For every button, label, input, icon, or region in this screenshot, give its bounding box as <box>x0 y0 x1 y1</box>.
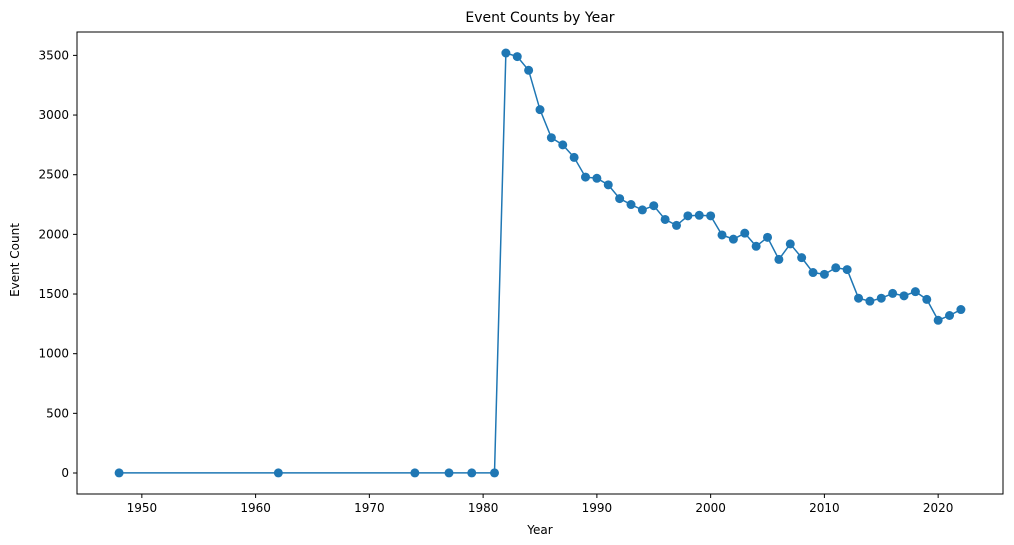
data-point <box>410 468 420 478</box>
x-tick-label: 1950 <box>127 501 158 515</box>
data-point <box>819 269 829 279</box>
x-tick-label: 1990 <box>582 501 613 515</box>
data-point <box>592 173 602 183</box>
data-point <box>763 232 773 242</box>
x-tick-label: 1980 <box>468 501 499 515</box>
data-point <box>569 152 579 162</box>
y-tick-label: 2500 <box>38 168 69 182</box>
y-tick-label: 1000 <box>38 347 69 361</box>
data-point <box>910 287 920 297</box>
y-axis-ticks: 0 500 1000 1500 2000 2500 3000 3500 <box>38 48 77 480</box>
data-point <box>922 294 932 304</box>
plot-area: 1950 1960 1970 1980 1990 2000 2010 2020 0 500 100… <box>38 31 1004 515</box>
data-point <box>512 52 522 62</box>
data-point <box>706 211 716 221</box>
chart-title: Event Counts by Year <box>465 10 614 26</box>
data-point <box>740 228 750 238</box>
data-point <box>842 265 852 275</box>
series-group <box>114 48 966 478</box>
plot-frame <box>76 31 1004 495</box>
data-point <box>854 293 864 303</box>
data-point <box>535 105 545 115</box>
data-point <box>797 253 807 263</box>
data-point <box>717 230 727 240</box>
x-tick-label: 1960 <box>240 501 271 515</box>
data-point <box>751 241 761 251</box>
y-axis-label: Event Count <box>8 223 22 297</box>
data-point <box>524 65 534 75</box>
data-point <box>626 200 636 210</box>
x-axis-label: Year <box>526 523 552 537</box>
y-tick-label: 500 <box>46 406 69 420</box>
y-tick-label: 0 <box>61 466 69 480</box>
data-point <box>876 293 886 303</box>
x-tick-label: 2000 <box>695 501 726 515</box>
data-point <box>774 254 784 264</box>
data-point <box>933 315 943 325</box>
data-point <box>899 291 909 301</box>
data-point <box>683 211 693 221</box>
data-point <box>273 468 283 478</box>
data-point <box>546 133 556 143</box>
data-point <box>672 220 682 230</box>
data-point <box>489 468 499 478</box>
data-point <box>444 468 454 478</box>
data-point <box>728 234 738 244</box>
data-point <box>467 468 477 478</box>
y-tick-label: 2000 <box>38 227 69 241</box>
data-point <box>649 201 659 211</box>
data-point <box>865 296 875 306</box>
data-point <box>615 194 625 204</box>
data-point <box>660 214 670 224</box>
x-tick-label: 2020 <box>923 501 954 515</box>
data-point <box>888 288 898 298</box>
data-point <box>694 210 704 220</box>
data-point <box>637 205 647 215</box>
data-point <box>831 263 841 273</box>
x-tick-label: 1970 <box>354 501 385 515</box>
data-point <box>956 305 966 315</box>
x-axis-ticks: 1950 1960 1970 1980 1990 2000 2010 2020 <box>127 494 954 515</box>
y-tick-label: 1500 <box>38 287 69 301</box>
data-point <box>603 180 613 190</box>
data-point <box>808 268 818 278</box>
data-point <box>785 239 795 249</box>
y-tick-label: 3000 <box>38 108 69 122</box>
data-point <box>581 172 591 182</box>
data-point <box>501 48 511 58</box>
data-point <box>114 468 124 478</box>
x-tick-label: 2010 <box>809 501 840 515</box>
y-tick-label: 3500 <box>38 48 69 62</box>
data-point <box>945 311 955 320</box>
data-point <box>558 140 568 150</box>
